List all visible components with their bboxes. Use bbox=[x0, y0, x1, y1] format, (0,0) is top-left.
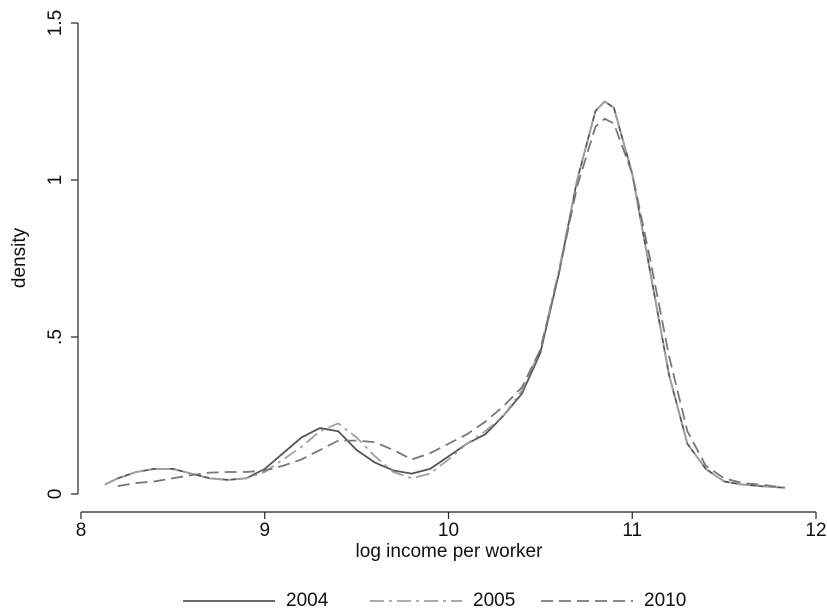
x-tick-label: 8 bbox=[76, 520, 87, 541]
x-axis-title: log income per worker bbox=[356, 541, 544, 562]
x-tick-label: 9 bbox=[259, 520, 270, 541]
legend-label: 2004 bbox=[286, 590, 329, 611]
density-line bbox=[117, 117, 785, 489]
y-tick-label: 1.5 bbox=[45, 10, 66, 36]
y-tick-label: .5 bbox=[45, 329, 66, 345]
density-line bbox=[104, 100, 785, 489]
y-tick-label: 0 bbox=[45, 489, 66, 500]
x-tick-label: 10 bbox=[438, 520, 459, 541]
legend-label: 2010 bbox=[644, 590, 686, 611]
y-tick-label: 1 bbox=[45, 175, 66, 186]
legend-label: 2005 bbox=[473, 590, 515, 611]
y-axis-title: density bbox=[9, 227, 30, 288]
x-tick-label: 11 bbox=[622, 520, 642, 541]
x-tick-label: 12 bbox=[805, 520, 826, 541]
